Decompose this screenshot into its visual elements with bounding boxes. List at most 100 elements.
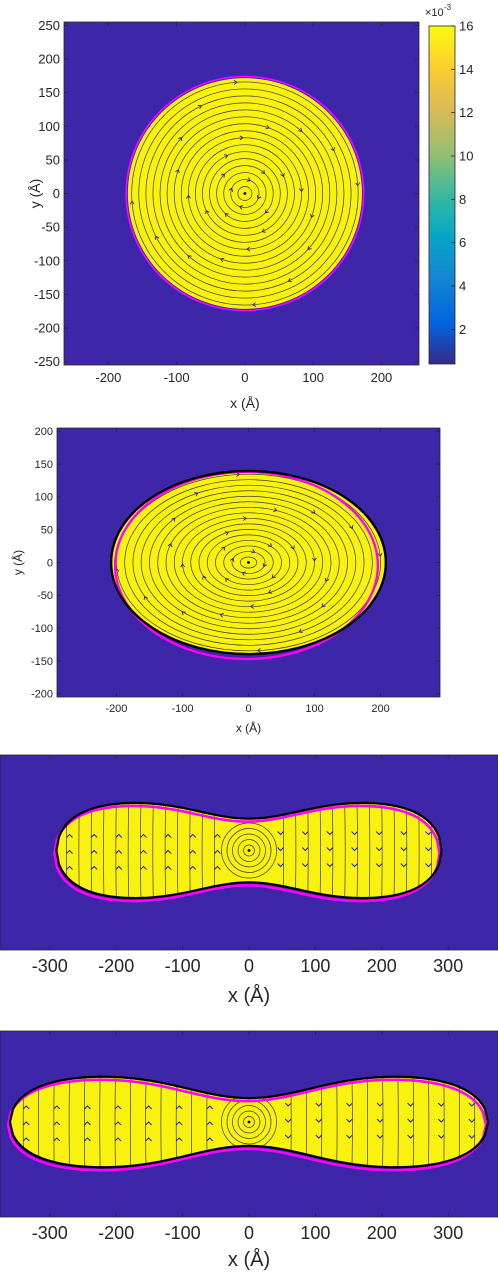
streamline-arrow [219,257,225,263]
streamline-arrow [299,188,304,193]
streamline-arrow [22,1137,30,1142]
streamline-arrow [315,1102,323,1107]
streamline-arrow [346,1118,353,1123]
streamline [103,802,107,899]
colorbar-tick-label: 16 [459,19,473,34]
streamline [223,545,274,580]
streamline-arrow [84,1105,91,1110]
streamline-arrow [252,302,257,307]
x-tick-label: 200 [371,370,393,385]
streamline [221,822,277,879]
streamline [231,551,266,574]
chart-panel-1: -200 -100 0 100 200 x (Å) 250 200 150 100 50 0 -50 -1… [27,18,420,411]
streamlines [9,1076,489,1168]
chart-panel-2: -200 -100 0 100 200 x (Å) 200 150 100 50 0 -50 -100 -… [10,426,441,735]
streamline-arrow [351,831,358,836]
streamline [216,165,274,222]
boundary-fit-contour [6,1078,488,1172]
streamline-arrow [251,549,256,554]
x-axis-label: x (Å) [228,984,270,1007]
y-tick-label: 150 [35,459,53,471]
streamline-arrow [115,833,123,838]
streamline-arrow [377,552,383,558]
streamline-arrow [224,154,229,159]
y-axis-label: y (Å) [10,550,25,575]
streamline-arrow [90,865,98,870]
streamline-arrow [326,863,334,868]
streamline [180,130,309,257]
streamline-arrow [376,1134,384,1139]
streamline [440,1076,445,1168]
streamline [145,1076,149,1168]
streamline [243,844,255,857]
streamline [202,151,288,236]
vortex-core [247,561,250,564]
streamline [333,1076,338,1168]
x-tick-label: -300 [32,1223,68,1243]
boundary-contour [55,801,443,900]
streamline-arrow [238,205,244,210]
streamline-arrow [277,831,284,836]
streamline-arrow [256,195,262,200]
streamline-arrow [205,209,210,215]
y-tick-label: -200 [31,689,53,701]
streamline-arrow [164,833,172,838]
streamline [354,802,358,899]
colorbar-multiplier: ×10 [425,7,444,19]
x-tick-label: 100 [300,956,330,976]
streamline-arrow [298,127,303,132]
streamline-arrow [277,863,284,868]
streamline [191,1076,195,1168]
streamline-arrow [310,213,315,219]
streamline [116,473,381,652]
y-tick-label: -50 [37,590,53,602]
streamline-arrow [284,1102,292,1107]
streamline-arrow [287,277,292,283]
streamline [364,1076,369,1168]
streamline-arrow [145,1105,152,1110]
streamline [165,506,332,619]
streamline-arrow [53,1121,61,1126]
streamline-arrow [277,847,284,852]
boundary-contour [8,1075,490,1169]
streamline-arrow [224,577,230,583]
streamline-arrow [256,648,262,653]
x-tick-label: 0 [244,956,254,976]
x-tick-label: 0 [245,703,251,715]
streamline-arrow [273,507,278,512]
streamline [341,802,346,899]
streamline-arrow [349,524,354,530]
streamline-arrow [66,833,73,838]
streamline-arrow [140,833,147,838]
streamline-arrow [267,589,273,594]
streamline-arrow [214,833,221,838]
x-tick-label: -100 [165,956,201,976]
y-tick-label: 200 [35,426,53,438]
streamline [177,802,181,899]
x-tick-label: 200 [367,1223,397,1243]
streamline [209,158,281,229]
streamline-arrow [206,1137,214,1142]
streamline [232,833,266,868]
streamline-arrow [355,182,361,187]
boundary-contour [109,469,388,656]
x-tick-label: 0 [241,370,248,385]
streamline-arrow [311,509,316,514]
streamline-arrow [425,831,432,836]
streamline-arrow [129,200,135,205]
heatmap-content [109,469,388,661]
streamline [198,529,299,596]
streamline [159,109,331,278]
streamline-arrow [298,628,303,633]
streamline [149,495,348,630]
colorbar: 2 4 6 8 10 12 14 16 ×10 -3 [425,3,473,365]
boundary-contour [124,74,366,313]
y-tick-label: -200 [34,321,60,336]
streamline [138,88,352,299]
streamline-arrow [376,1118,384,1123]
heatmap-content [124,74,366,313]
streamline-arrow [224,212,229,218]
streamline-arrow [260,169,266,175]
y-tick-label: 100 [38,119,60,134]
